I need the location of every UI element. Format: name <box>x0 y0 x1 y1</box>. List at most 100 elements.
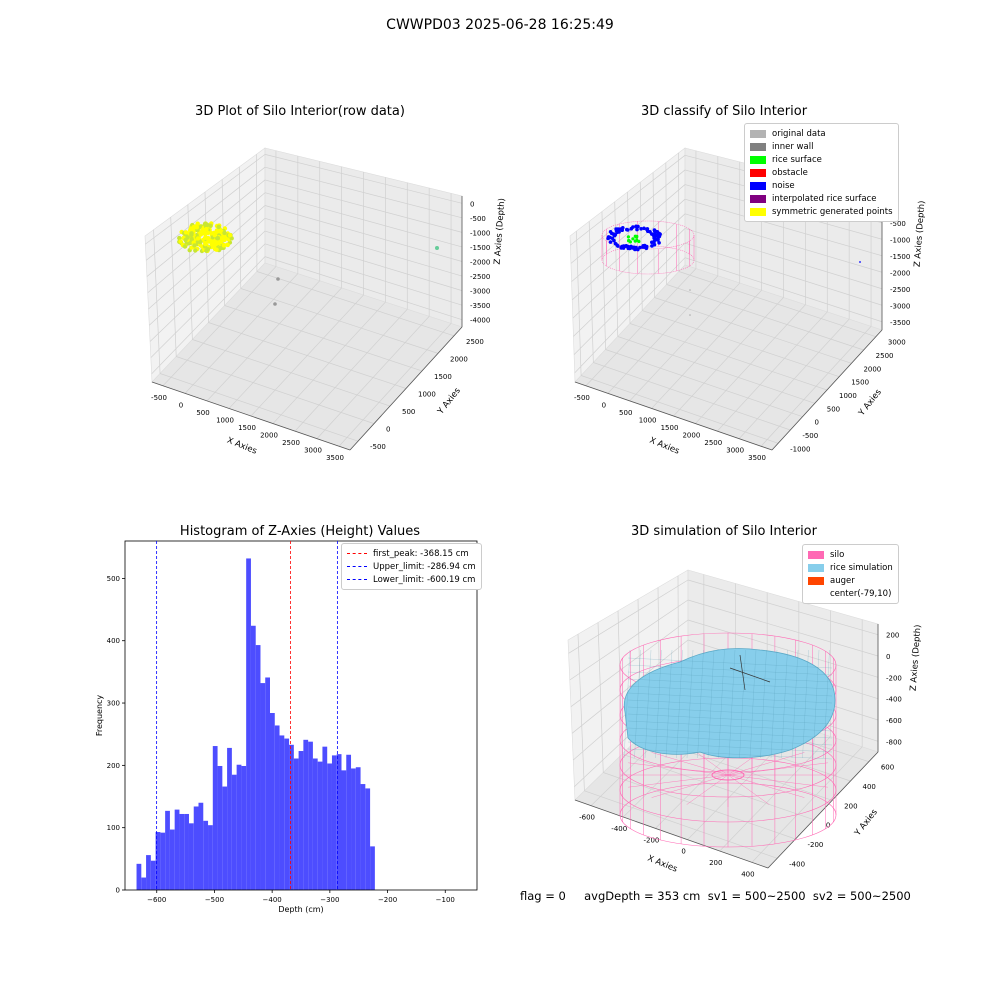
p1-y-tick: -500 <box>370 443 386 451</box>
p2-y-grid <box>580 375 779 444</box>
histogram-bar <box>270 713 275 890</box>
histogram-bar <box>274 725 280 890</box>
raw-point <box>194 225 200 230</box>
p1-z-tick: -2000 <box>470 259 490 267</box>
raw-point <box>208 230 213 235</box>
raw-point <box>191 232 196 238</box>
noise-point <box>646 229 650 233</box>
histogram-bar <box>203 820 209 890</box>
raw-point <box>203 229 208 234</box>
p4-z-tick: 200 <box>886 632 899 640</box>
histogram-bar <box>298 751 304 890</box>
histogram-bar <box>146 855 151 890</box>
noise-point <box>634 245 638 250</box>
p2-z-grid <box>570 169 686 264</box>
noise-point <box>657 241 661 245</box>
p1-y-grid <box>187 204 193 340</box>
raw-point <box>208 223 213 228</box>
noise-point <box>629 244 633 249</box>
histogram-bar <box>136 863 142 890</box>
raw-point <box>199 224 204 229</box>
raw-point <box>220 242 225 247</box>
legend-label: silo <box>830 549 845 560</box>
raw-point <box>202 245 208 250</box>
histogram-bar <box>370 846 375 891</box>
raw-point <box>188 226 193 231</box>
histogram-bar <box>150 860 156 890</box>
p2-z-grid <box>574 257 686 374</box>
raw-point <box>227 235 233 240</box>
raw-point <box>218 237 223 242</box>
raw-point <box>198 232 204 237</box>
raw-point <box>216 224 221 230</box>
noise-point <box>611 232 616 236</box>
raw-point <box>212 238 217 244</box>
y-tick-label: 300 <box>107 700 120 708</box>
raw-point <box>226 233 231 238</box>
x-tick-label: −600 <box>147 896 166 904</box>
rice-mesh-line <box>627 664 833 676</box>
legend-label: symmetric generated points <box>772 206 893 217</box>
noise-point <box>641 245 645 249</box>
silo-wire <box>727 762 828 776</box>
histogram-bar <box>346 754 352 890</box>
silo-wire <box>619 632 837 698</box>
raw-point <box>209 240 214 245</box>
y-tick-label: 200 <box>107 762 120 770</box>
p1-back-left-pane <box>144 147 266 383</box>
rice-surface-point <box>627 239 631 243</box>
noise-point <box>623 244 627 248</box>
raw-point <box>189 232 194 238</box>
histogram-bar <box>293 758 299 890</box>
p2-x-grid <box>738 318 850 439</box>
noise-point <box>650 240 654 245</box>
legend-line <box>347 579 367 580</box>
raw-point <box>221 235 226 241</box>
noise-point <box>654 237 659 242</box>
silo-wire <box>727 752 805 776</box>
p2-z-grid <box>571 184 686 282</box>
histogram-bar <box>260 683 266 890</box>
p1-x-grid <box>228 287 342 409</box>
noise-point <box>641 245 646 249</box>
rice-mesh-line <box>655 649 662 759</box>
p1-back-right-pane <box>264 147 463 328</box>
rice-mesh-line <box>627 734 833 746</box>
raw-point <box>204 248 210 253</box>
silo-wire <box>727 774 805 798</box>
raw-point <box>197 231 202 236</box>
legend-swatch <box>750 181 766 190</box>
p1-z-grid <box>150 243 266 358</box>
raw-point <box>197 225 202 230</box>
rice-mesh-line <box>627 720 833 732</box>
noise-point <box>626 244 631 249</box>
p4-z-grid <box>570 619 689 707</box>
raw-point <box>223 233 228 238</box>
p1-z-grid <box>148 205 266 310</box>
rice-surface-point <box>628 240 633 244</box>
p4-z-grid <box>687 679 879 742</box>
p4-x-grid <box>655 715 768 829</box>
legend-label: Lower_limit: -600.19 cm <box>373 574 476 585</box>
raw-point <box>205 245 210 250</box>
noise-point <box>612 233 616 237</box>
raw-point <box>196 235 201 241</box>
p1-y-grid <box>170 217 177 357</box>
noise-point <box>618 227 623 231</box>
p4-x-tick: 0 <box>681 848 685 856</box>
p1-y-tick: 1500 <box>434 373 452 381</box>
p4-y-tick: -200 <box>808 841 824 849</box>
raw-point <box>214 242 220 247</box>
noise-point <box>636 224 640 229</box>
raw-point <box>273 302 277 306</box>
histogram-bar <box>250 625 256 890</box>
noise-point <box>616 228 620 232</box>
raw-point <box>221 245 226 250</box>
raw-point <box>193 248 198 253</box>
raw-point <box>184 236 190 241</box>
histogram-bar <box>184 813 189 890</box>
noise-point <box>655 238 660 242</box>
raw-point <box>195 237 200 242</box>
raw-point <box>185 237 190 243</box>
raw-point <box>179 229 184 235</box>
